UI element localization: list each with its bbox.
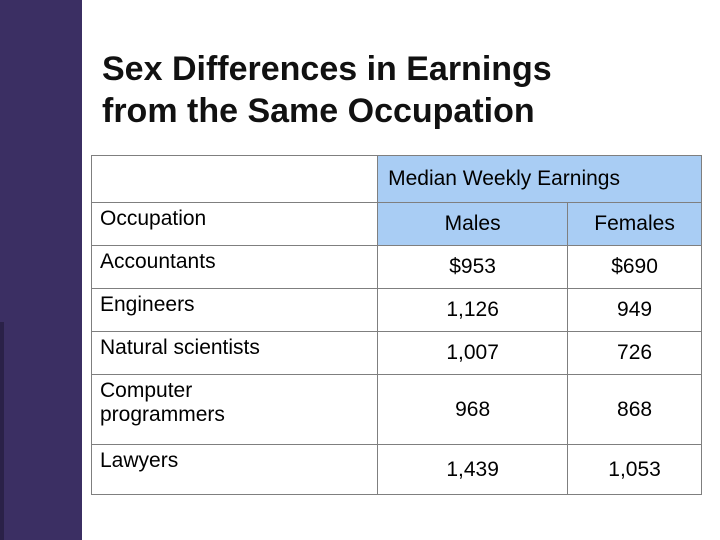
males-header-cell: Males [377, 202, 569, 246]
females-cell: 949 [567, 288, 702, 332]
occupation-cell: Engineers [90, 288, 379, 332]
females-cell: $690 [567, 245, 702, 289]
occupation-cell-line-1: Computer [100, 379, 193, 402]
table-row: Lawyers 1,439 1,053 [90, 444, 702, 495]
occupation-cell: Computer programmers [90, 374, 379, 445]
males-cell: 1,439 [377, 444, 569, 495]
occupation-cell-line-2: programmers [100, 403, 225, 426]
males-cell: 1,126 [377, 288, 569, 332]
empty-corner-cell [90, 155, 379, 203]
slide-title: Sex Differences in Earnings from the Sam… [102, 48, 702, 132]
left-accent-bar-edge [0, 322, 4, 540]
table-row: Natural scientists 1,007 726 [90, 331, 702, 375]
occupation-cell: Accountants [90, 245, 379, 289]
males-cell: 968 [377, 374, 569, 445]
slide-title-line-2: from the Same Occupation [102, 92, 535, 130]
table-header-row: Median Weekly Earnings [90, 155, 702, 203]
table-row: Accountants $953 $690 [90, 245, 702, 289]
occupation-cell: Lawyers [90, 444, 379, 495]
table-subheader-row: Occupation Males Females [90, 202, 702, 246]
slide-title-line-1: Sex Differences in Earnings [102, 50, 552, 88]
occupation-cell: Natural scientists [90, 331, 379, 375]
males-cell: $953 [377, 245, 569, 289]
table-row: Engineers 1,126 949 [90, 288, 702, 332]
females-cell: 868 [567, 374, 702, 445]
group-header-cell: Median Weekly Earnings [377, 155, 702, 203]
males-cell: 1,007 [377, 331, 569, 375]
earnings-table: Median Weekly Earnings Occupation Males … [90, 155, 702, 495]
females-cell: 726 [567, 331, 702, 375]
table-row: Computer programmers 968 868 [90, 374, 702, 445]
left-accent-bar [0, 0, 82, 540]
females-header-cell: Females [567, 202, 702, 246]
females-cell: 1,053 [567, 444, 702, 495]
occupation-header-cell: Occupation [90, 202, 379, 246]
